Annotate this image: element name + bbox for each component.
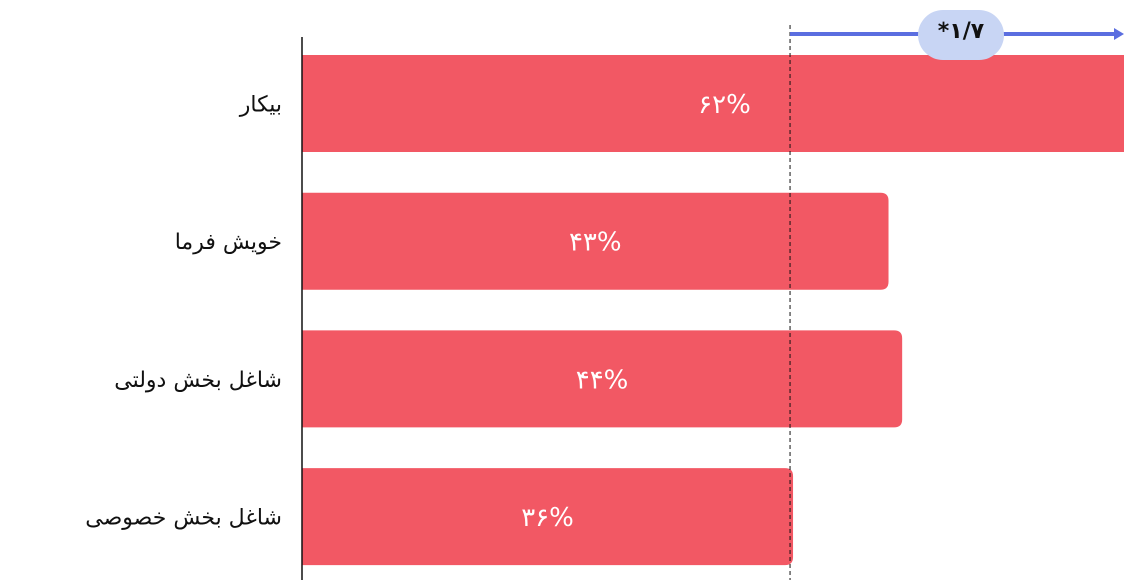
annotation: *۱/۷ [938,19,985,44]
category-label: شاغل بخش دولتی [114,368,282,393]
value-label: ۴۴% [576,365,629,395]
bar [302,192,889,290]
category-label: شاغل بخش خصوصی [85,506,282,531]
category-label: بیکار [239,93,282,118]
bar [302,55,1124,152]
annotation-pill [918,10,1004,60]
bar [302,330,903,428]
value-label: ۴۳% [569,228,622,258]
arrow-head [1114,28,1124,40]
bar [302,468,794,566]
category-label: خویش فرما [175,230,282,255]
value-label: ۶۲% [698,90,751,120]
value-label: ۳۶% [521,503,574,533]
